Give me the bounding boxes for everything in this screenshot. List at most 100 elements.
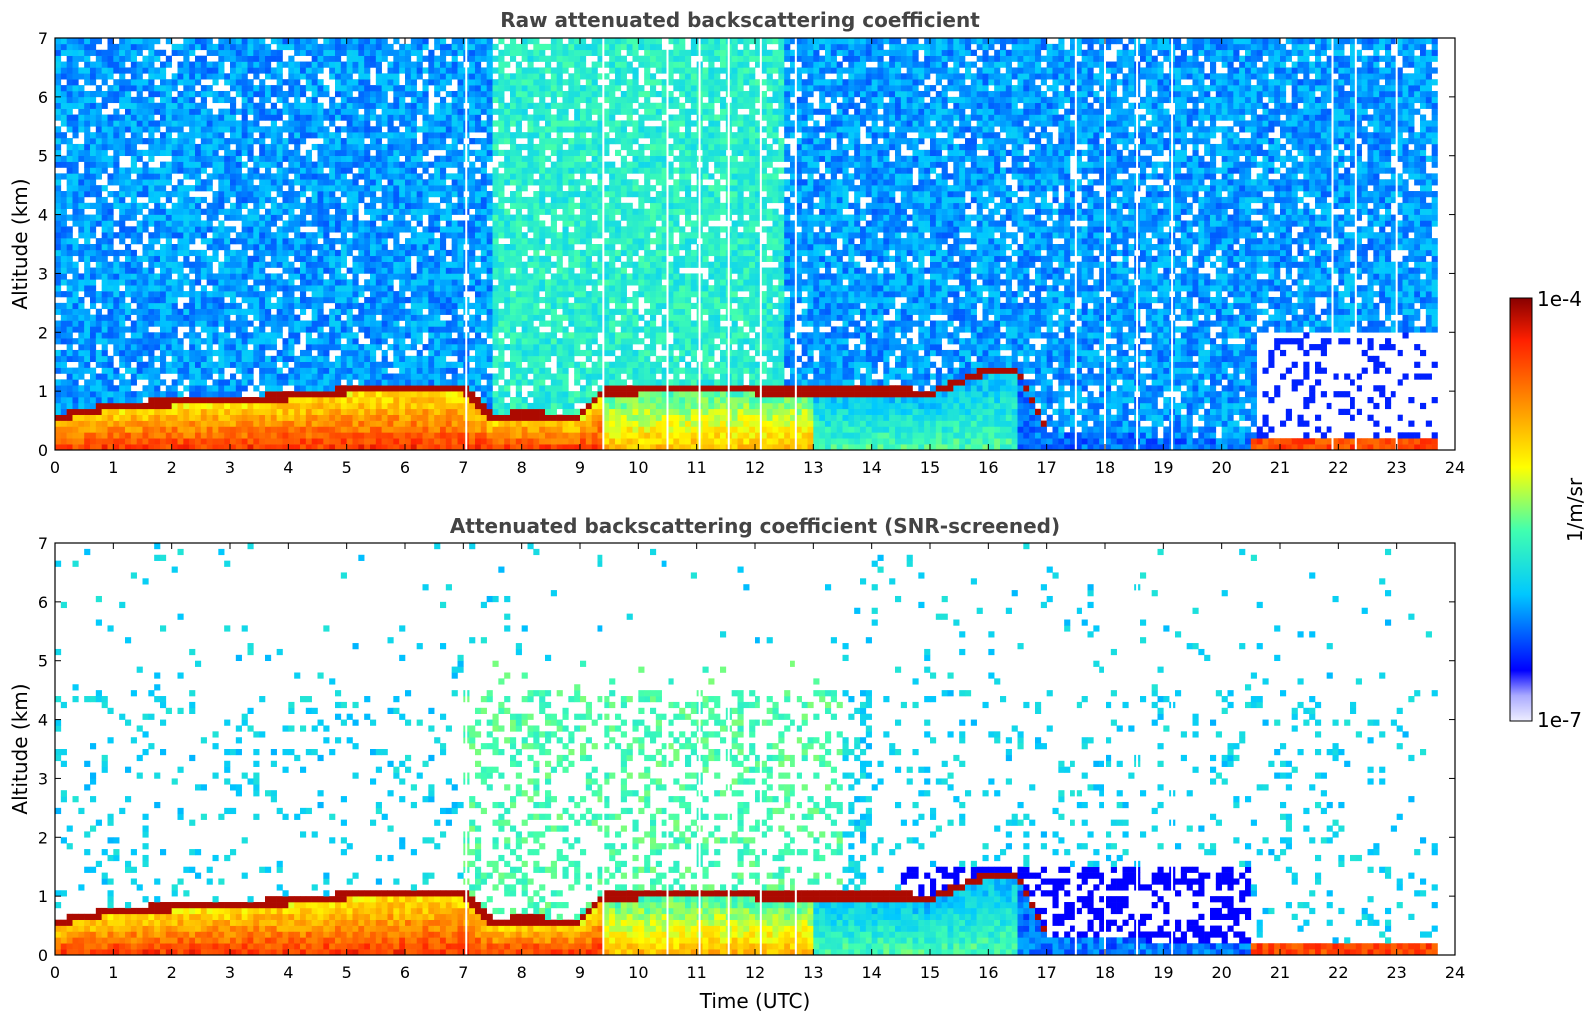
heatmap-cell	[265, 43, 272, 51]
heatmap-cell	[195, 279, 202, 286]
heatmap-cell	[148, 255, 155, 262]
heatmap-cell	[276, 208, 283, 215]
heatmap-cell	[101, 232, 108, 239]
heatmap-cell	[241, 173, 248, 180]
heatmap-cell	[218, 367, 225, 374]
heatmap-cell	[276, 132, 283, 139]
heatmap-cell	[317, 102, 324, 109]
heatmap-cell	[492, 220, 499, 227]
heatmap-cell	[381, 220, 388, 227]
heatmap-cell	[358, 432, 365, 439]
heatmap-cell	[352, 138, 359, 145]
heatmap-cell	[253, 296, 260, 304]
heatmap-cell	[399, 408, 406, 415]
heatmap-cell	[195, 308, 202, 315]
heatmap-cell	[142, 226, 149, 233]
heatmap-cell	[428, 408, 435, 415]
heatmap-cell	[107, 43, 114, 51]
heatmap-cell	[381, 332, 388, 339]
heatmap-cell	[247, 179, 254, 186]
heatmap-cell	[200, 126, 207, 133]
heatmap-cell	[113, 320, 120, 327]
heatmap-cell	[364, 402, 371, 410]
heatmap-cell	[469, 379, 476, 386]
heatmap-cell	[317, 402, 324, 410]
heatmap-cell	[282, 143, 289, 151]
heatmap-cell	[457, 120, 464, 127]
heatmap-cell	[323, 214, 330, 221]
heatmap-cell	[305, 244, 312, 251]
heatmap-cell	[300, 179, 307, 186]
heatmap-cell	[358, 120, 365, 127]
heatmap-cell	[340, 438, 347, 445]
heatmap-cell	[259, 408, 266, 415]
heatmap-cell	[352, 114, 359, 121]
heatmap-cell	[90, 167, 97, 174]
heatmap-cell	[416, 338, 423, 345]
heatmap-cell	[160, 226, 167, 233]
heatmap-cell	[206, 73, 213, 80]
heatmap-cell	[224, 138, 231, 145]
heatmap-cell	[387, 167, 394, 174]
heatmap-cell	[66, 285, 73, 292]
heatmap-cell	[259, 444, 266, 451]
heatmap-cell	[329, 155, 336, 162]
heatmap-cell	[165, 367, 172, 374]
heatmap-cell	[78, 143, 85, 151]
heatmap-cell	[235, 161, 242, 168]
heatmap-cell	[160, 355, 167, 363]
heatmap-cell	[55, 149, 62, 157]
heatmap-cell	[451, 302, 458, 310]
heatmap-cell	[66, 302, 73, 310]
heatmap-cell	[247, 438, 254, 445]
heatmap-cell	[504, 155, 511, 162]
heatmap-cell	[335, 420, 342, 427]
heatmap-cell	[504, 214, 511, 221]
heatmap-cell	[119, 261, 126, 268]
heatmap-cell	[288, 420, 295, 427]
heatmap-cell	[212, 67, 219, 74]
heatmap-cell	[165, 285, 172, 292]
heatmap-cell	[148, 320, 155, 327]
heatmap-cell	[282, 426, 289, 433]
heatmap-cell	[72, 414, 79, 421]
heatmap-cell	[434, 373, 441, 380]
heatmap-cell	[84, 426, 91, 433]
heatmap-cell	[160, 367, 167, 374]
heatmap-cell	[259, 49, 266, 56]
heatmap-cell	[270, 185, 277, 192]
heatmap-cell	[84, 361, 91, 368]
heatmap-cell	[66, 85, 73, 92]
heatmap-cell	[311, 202, 318, 209]
heatmap-cell	[346, 108, 353, 115]
heatmap-cell	[224, 126, 231, 133]
heatmap-cell	[381, 338, 388, 345]
heatmap-cell	[247, 155, 254, 162]
heatmap-cell	[469, 226, 476, 233]
heatmap-cell	[90, 367, 97, 374]
heatmap-cell	[428, 132, 435, 139]
heatmap-cell	[510, 338, 517, 345]
heatmap-cell	[136, 373, 143, 380]
heatmap-cell	[387, 302, 394, 310]
heatmap-cell	[235, 232, 242, 239]
heatmap-cell	[288, 438, 295, 445]
heatmap-cell	[84, 273, 91, 280]
heatmap-cell	[311, 314, 318, 321]
heatmap-cell	[492, 244, 499, 251]
heatmap-cell	[241, 314, 248, 321]
heatmap-cell	[189, 279, 196, 286]
heatmap-cell	[72, 367, 79, 374]
heatmap-cell	[416, 326, 423, 333]
heatmap-cell	[270, 320, 277, 327]
heatmap-cell	[416, 379, 423, 386]
heatmap-cell	[119, 420, 126, 427]
heatmap-cell	[125, 43, 132, 51]
heatmap-cell	[165, 61, 172, 68]
heatmap-cell	[393, 273, 400, 280]
heatmap-cell	[422, 232, 429, 239]
heatmap-cell	[422, 55, 429, 62]
heatmap-cell	[323, 132, 330, 139]
heatmap-cell	[195, 414, 202, 421]
heatmap-cell	[498, 67, 505, 74]
